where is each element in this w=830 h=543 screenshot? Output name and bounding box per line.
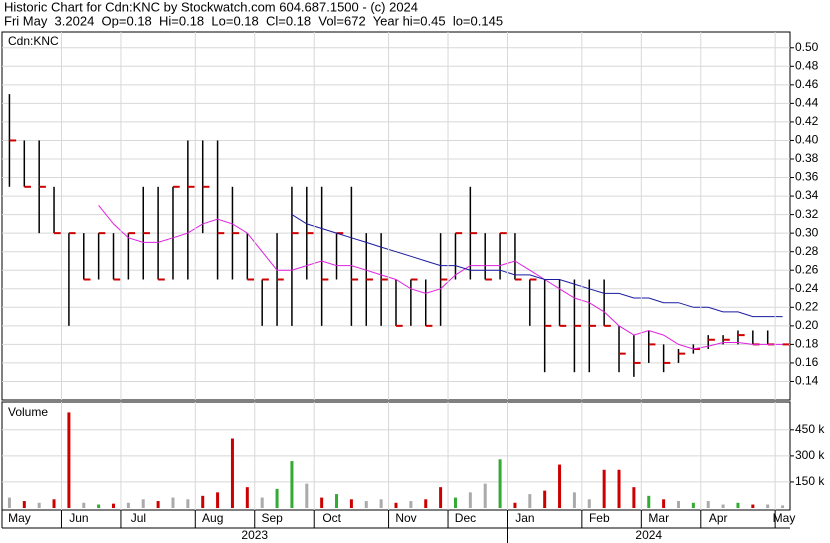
y-tick-label: 0.24 — [795, 281, 819, 295]
volume-bar — [439, 487, 443, 508]
volume-bar — [468, 492, 472, 508]
x-tick-label: Sep — [262, 511, 284, 525]
volume-bar — [632, 487, 636, 508]
volume-bar — [424, 499, 428, 508]
volume-bar — [7, 497, 11, 508]
y-tick-label: 0.18 — [795, 337, 819, 351]
quote-line: Fri May 3.2024 Op=0.18 Hi=0.18 Lo=0.18 C… — [4, 13, 503, 28]
symbol-label: Cdn:KNC — [8, 34, 59, 48]
volume-bar — [409, 501, 413, 508]
volume-bar — [260, 497, 264, 508]
volume-bar — [112, 503, 116, 508]
x-tick-label: Apr — [709, 511, 728, 525]
volume-bar — [275, 488, 279, 508]
volume-bar — [483, 483, 487, 508]
volume-bar — [617, 469, 621, 508]
volume-bar — [543, 490, 547, 508]
volume-bar — [349, 499, 353, 508]
y-tick-label: 0.34 — [795, 188, 819, 202]
x-tick-label: Oct — [322, 511, 341, 525]
y-tick-label: 0.30 — [795, 225, 819, 239]
x-tick-label: Dec — [455, 511, 476, 525]
volume-bar — [201, 495, 205, 508]
volume-bar — [305, 483, 309, 508]
volume-bar — [290, 461, 294, 508]
y-tick-label: 0.38 — [795, 151, 819, 165]
volume-bar — [82, 502, 86, 508]
price-frame — [1, 31, 791, 401]
volume-bar — [558, 464, 562, 508]
y-tick-label: 0.48 — [795, 58, 819, 72]
volume-bar — [676, 501, 680, 508]
volume-bar — [706, 501, 710, 508]
y-tick-label: 0.16 — [795, 355, 819, 369]
y-tick-label: 450 k — [795, 422, 825, 436]
year-label: 2023 — [241, 528, 268, 542]
volume-label: Volume — [8, 405, 48, 419]
volume-bar — [52, 499, 56, 508]
moving-average — [98, 204, 783, 350]
volume-bar — [751, 504, 755, 508]
x-tick-label: Mar — [648, 511, 669, 525]
x-tick-label: Aug — [202, 511, 223, 525]
year-label: 2024 — [635, 528, 662, 542]
y-tick-label: 0.50 — [795, 40, 819, 54]
x-tick-label: Jan — [515, 511, 534, 525]
x-tick-label: Jun — [69, 511, 88, 525]
volume-bar — [587, 499, 591, 508]
volume-bar — [186, 499, 190, 508]
y-tick-label: 0.46 — [795, 77, 819, 91]
y-tick-label: 0.26 — [795, 262, 819, 276]
y-tick-label: 300 k — [795, 448, 825, 462]
volume-bar — [513, 502, 517, 508]
volume-bar — [245, 487, 249, 508]
y-tick-label: 0.44 — [795, 96, 819, 110]
volume-bar — [691, 502, 695, 508]
volume-bar — [156, 501, 160, 508]
chart-title: Historic Chart for Cdn:KNC by Stockwatch… — [4, 0, 418, 14]
y-tick-label: 0.32 — [795, 207, 819, 221]
x-tick-label: Nov — [395, 511, 416, 525]
volume-bar — [320, 497, 324, 508]
volume-bar — [528, 494, 532, 508]
y-tick-label: 0.40 — [795, 133, 819, 147]
y-tick-label: 0.28 — [795, 244, 819, 258]
volume-bar — [662, 499, 666, 508]
volume-bar — [379, 499, 383, 508]
volume-bar — [216, 492, 220, 508]
volume-bar — [736, 502, 740, 508]
volume-bar — [394, 502, 398, 508]
volume-bar — [97, 504, 101, 508]
volume-bar — [22, 501, 26, 508]
y-tick-label: 0.22 — [795, 299, 819, 313]
x-tick-label: May — [8, 511, 31, 525]
volume-bar — [67, 412, 71, 508]
volume-bar — [572, 492, 576, 508]
volume-bar — [141, 499, 145, 508]
volume-bar — [602, 469, 606, 508]
x-tick-label: Jul — [131, 511, 146, 525]
y-tick-label: 150 k — [795, 474, 825, 488]
volume-bar — [453, 497, 457, 508]
x-tick-label: Feb — [589, 511, 610, 525]
volume-bar — [126, 502, 130, 508]
y-tick-label: 0.36 — [795, 170, 819, 184]
volume-bar — [335, 494, 339, 508]
volume-bar — [37, 502, 41, 508]
y-tick-label: 0.20 — [795, 318, 819, 332]
volume-bar — [230, 438, 234, 508]
volume-bar — [171, 497, 175, 508]
volume-bar — [766, 504, 770, 508]
volume-bar — [721, 504, 725, 508]
volume-bar — [498, 459, 502, 508]
volume-bar — [781, 505, 785, 508]
volume-bar — [647, 495, 651, 508]
y-tick-label: 0.42 — [795, 114, 819, 128]
x-tick-label: May — [773, 511, 796, 525]
y-tick-label: 0.14 — [795, 374, 819, 388]
volume-bar — [364, 501, 368, 508]
